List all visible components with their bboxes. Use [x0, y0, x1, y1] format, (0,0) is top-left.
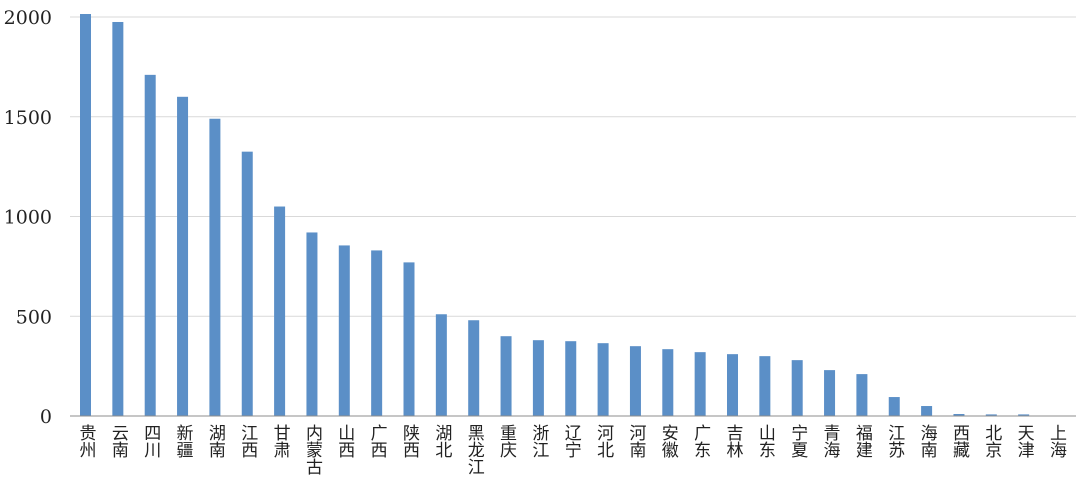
bar-27: [953, 414, 965, 416]
bar-16: [597, 343, 609, 416]
x-category-label: 重庆: [496, 424, 517, 458]
x-category-label: 福建: [852, 424, 873, 458]
x-category-label: 吉林: [723, 424, 744, 458]
y-tick-label: 0: [40, 406, 52, 428]
bar-21: [759, 356, 771, 416]
x-category-label: 河北: [593, 424, 614, 458]
y-axis-tick-labels: 0 500 1000 1500 2000: [4, 7, 52, 428]
bar-11: [435, 314, 447, 416]
bar-6: [274, 206, 286, 416]
bar-10: [403, 262, 415, 416]
x-category-label: 江苏: [884, 424, 905, 459]
bars: [80, 14, 1030, 417]
x-category-label: 云南: [108, 424, 129, 458]
bar-18: [662, 349, 674, 416]
gridlines: [70, 16, 1076, 317]
bar-23: [824, 370, 836, 416]
bar-5: [241, 151, 253, 416]
x-category-label: 山东: [755, 424, 775, 458]
x-category-label: 广东: [690, 424, 711, 458]
x-category-label: 浙江: [528, 424, 549, 458]
x-category-label: 贵州: [76, 424, 97, 458]
bar-29: [1018, 414, 1030, 416]
bar-26: [921, 406, 933, 416]
x-category-label: 安徽: [658, 424, 679, 458]
y-tick-label: 500: [16, 306, 52, 328]
bar-1: [112, 21, 124, 417]
x-category-label: 新疆: [173, 424, 194, 458]
bar-22: [791, 360, 803, 416]
bar-3: [177, 96, 189, 417]
bar-13: [500, 336, 512, 416]
x-axis-category-labels: 贵州 云南 四川 新疆 湖南 江西 甘肃 内蒙古 山西 广西 陕西 湖北 黑龙江 重庆 浙江 辽宁 河北 河南 安徽…: [76, 424, 1067, 475]
x-category-label: 甘肃: [270, 424, 291, 458]
x-category-label: 西藏: [949, 424, 970, 459]
bar-7: [306, 232, 318, 416]
x-category-label: 广西: [367, 424, 388, 458]
bar-19: [694, 352, 706, 416]
bar-8: [338, 245, 350, 416]
bar-12: [468, 320, 480, 416]
y-tick-label: 1500: [4, 107, 52, 129]
bar-0: [80, 14, 91, 416]
x-category-label: 北京: [981, 424, 1002, 459]
y-tick-label: 2000: [4, 7, 52, 29]
x-category-label: 湖北: [431, 424, 452, 458]
bar-9: [371, 250, 383, 416]
x-category-label: 上海: [1046, 424, 1067, 459]
bar-2: [144, 74, 156, 416]
bar-14: [532, 340, 544, 416]
x-category-label: 江西: [237, 424, 258, 458]
bar-17: [629, 346, 641, 416]
bar-24: [856, 374, 868, 416]
x-category-label: 宁夏: [787, 424, 808, 458]
bar-28: [985, 414, 997, 416]
x-category-label: 河南: [625, 424, 646, 458]
x-category-label: 山西: [334, 424, 354, 458]
x-category-label: 四川: [140, 424, 161, 458]
bar-4: [209, 118, 221, 417]
bar-25: [888, 397, 900, 416]
x-category-label: 黑龙江: [464, 424, 485, 475]
x-category-label: 海南: [917, 424, 938, 458]
bar-15: [565, 341, 577, 416]
x-category-label: 湖南: [205, 424, 226, 458]
x-category-label: 辽宁: [561, 424, 582, 458]
x-category-label: 内蒙古: [302, 424, 323, 475]
bar-20: [727, 354, 738, 416]
x-category-label: 青海: [820, 424, 841, 459]
y-tick-label: 1000: [4, 207, 52, 229]
x-category-label: 天津: [1014, 424, 1035, 458]
x-category-label: 陕西: [399, 424, 419, 458]
